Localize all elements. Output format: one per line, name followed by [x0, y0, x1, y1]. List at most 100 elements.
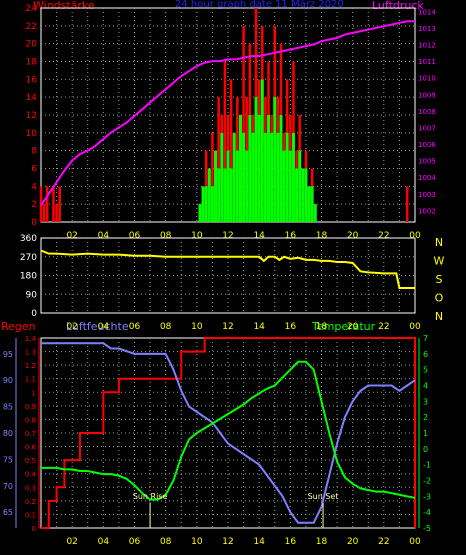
wind-xtick-label: 18 [316, 231, 328, 241]
direction-xtick-label: 10 [191, 322, 203, 332]
pressure-ytick-label: 1013 [418, 25, 436, 33]
rain-ytick-label: 0.4 [25, 471, 37, 479]
direction-xtick-label: 22 [378, 322, 389, 332]
temperature-ytick-label: -2 [423, 477, 431, 486]
direction-xtick-label: 04 [98, 322, 110, 332]
temperature-ytick-label: 4 [423, 382, 428, 391]
humidity-ytick-label: 90 [3, 376, 13, 385]
header-left-label: Windstärke [33, 0, 95, 12]
direction-ytick-label: 360 [20, 234, 37, 244]
direction-xtick-label: 06 [129, 322, 141, 332]
compass-letter: O [435, 292, 444, 305]
rain-ytick-label: 1 [32, 389, 36, 397]
wind-xtick-label: 08 [160, 231, 172, 241]
wind-ytick-label: 12 [26, 111, 37, 121]
humidity-ytick-label: 85 [3, 403, 13, 412]
pressure-ytick-label: 1012 [418, 41, 436, 49]
pressure-ytick-label: 1003 [418, 191, 436, 199]
rain-xtick-label: 08 [160, 537, 172, 547]
temperature-ytick-label: -3 [423, 492, 431, 501]
humidity-ytick-label: 70 [3, 482, 13, 491]
rain-xtick-label: 16 [285, 537, 297, 547]
temperature-ytick-label: -5 [423, 524, 431, 533]
sun-set-label: Sun Set [308, 492, 339, 501]
wind-xtick-label: 12 [222, 231, 233, 241]
wind-xtick-label: 14 [253, 231, 265, 241]
compass-letter: N [435, 310, 443, 323]
temperature-line [41, 360, 416, 501]
humidity-ytick-label: 75 [3, 455, 13, 464]
temperature-ytick-label: -4 [423, 508, 431, 517]
wind-xtick-label: 16 [285, 231, 297, 241]
direction-xtick-label: 08 [160, 322, 172, 332]
sun-rise-label: Sun Rise [133, 492, 168, 501]
pressure-ytick-label: 1006 [418, 141, 436, 149]
wind-xtick-label: 02 [66, 231, 77, 241]
wind-xtick-label: 06 [129, 231, 141, 241]
temperature-ytick-label: 7 [423, 334, 428, 343]
direction-xtick-label: 02 [66, 322, 77, 332]
rain-ytick-label: 0.6 [25, 444, 37, 452]
wind-ytick-label: 8 [31, 147, 37, 157]
temperature-ytick-label: 0 [423, 445, 428, 454]
pressure-line [40, 20, 415, 206]
direction-line [40, 249, 415, 289]
rain-xtick-label: 20 [347, 537, 359, 547]
rain-xtick-label: 06 [129, 537, 141, 547]
humidity-axis-label: Luftfeuchte [66, 320, 129, 333]
rain-xtick-label: 18 [316, 537, 328, 547]
rain-ytick-label: 0.3 [25, 484, 36, 492]
direction-xtick-label: 14 [253, 322, 265, 332]
wind-ytick-label: 16 [26, 75, 38, 85]
pressure-ytick-label: 1005 [418, 158, 436, 166]
wind-xtick-label: 22 [378, 231, 389, 241]
temperature-ytick-label: 5 [423, 366, 428, 375]
humidity-line [41, 342, 416, 524]
wind-ytick-label: 14 [26, 93, 38, 103]
wind-xtick-label: 10 [191, 231, 203, 241]
wind-ytick-label: 6 [31, 165, 37, 175]
compass-letter: N [435, 236, 443, 249]
direction-xtick-label: 00 [409, 322, 421, 332]
rain-ytick-label: 0.9 [25, 403, 36, 411]
rain-axis-label: Regen [1, 320, 36, 333]
temperature-ytick-label: 2 [423, 413, 428, 422]
rain-ytick-label: 1.1 [25, 376, 36, 384]
pressure-ytick-label: 1011 [418, 58, 436, 66]
rain-ytick-label: 1.2 [25, 362, 36, 370]
compass-letter: S [436, 273, 443, 286]
wind-ytick-label: 0 [31, 218, 37, 228]
rain-xtick-label: 12 [222, 537, 233, 547]
wind-ytick-label: 20 [26, 40, 38, 50]
rain-ytick-label: 0.2 [25, 498, 36, 506]
compass-letter: W [434, 255, 445, 268]
wind-xtick-label: 20 [347, 231, 359, 241]
rain-ytick-label: 0.8 [25, 416, 36, 424]
rain-line [41, 337, 416, 529]
humidity-ytick-label: 80 [3, 429, 13, 438]
wind-ytick-label: 18 [26, 58, 38, 68]
temperature-ytick-label: 6 [423, 350, 428, 359]
rain-ytick-label: 0.7 [25, 430, 36, 438]
temperature-axis-label: Temperatur [312, 320, 376, 333]
rain-xtick-label: 02 [66, 537, 77, 547]
wind-xtick-label: 00 [409, 231, 421, 241]
pressure-ytick-label: 1008 [418, 108, 436, 116]
temperature-ytick-label: 1 [423, 429, 428, 438]
wind-ytick-label: 10 [26, 129, 38, 139]
header-title: 24 hour graph date 11 März 2020 [175, 0, 344, 10]
direction-xtick-label: 12 [222, 322, 233, 332]
rain-xtick-label: 00 [409, 537, 421, 547]
rain-xtick-label: 22 [378, 537, 389, 547]
rain-ytick-label: 0.1 [25, 511, 36, 519]
pressure-ytick-label: 1007 [418, 124, 436, 132]
temperature-ytick-label: 3 [423, 397, 428, 406]
direction-xtick-label: 20 [347, 322, 359, 332]
rain-ytick-label: 0 [32, 525, 36, 533]
direction-ytick-label: 180 [20, 272, 37, 282]
wind-ytick-label: 22 [26, 22, 37, 32]
direction-ytick-label: 270 [20, 253, 37, 263]
pressure-ytick-label: 1002 [418, 207, 436, 215]
